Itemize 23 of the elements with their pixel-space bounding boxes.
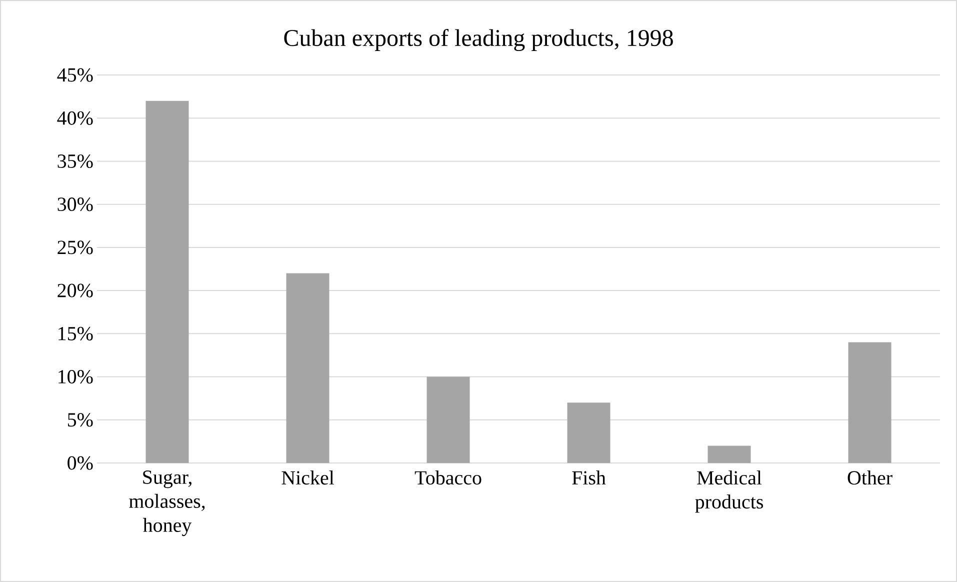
x-tick-label: Tobacco bbox=[414, 470, 482, 485]
chart-title: Cuban exports of leading products, 1998 bbox=[284, 28, 673, 52]
bar bbox=[567, 402, 610, 463]
bar bbox=[708, 446, 751, 463]
bar bbox=[146, 100, 189, 463]
x-tick-label: Medical products bbox=[695, 470, 763, 513]
bar bbox=[286, 273, 330, 463]
y-tick-label: 25% bbox=[58, 240, 93, 254]
x-tick-label: Sugar, molasses, honey bbox=[129, 470, 205, 536]
y-tick-label: 5% bbox=[68, 413, 93, 427]
x-tick-label: Fish bbox=[572, 470, 606, 485]
y-tick-label: 0% bbox=[68, 456, 93, 470]
x-tick-label: Other bbox=[848, 470, 892, 485]
y-tick-label: 20% bbox=[58, 284, 93, 298]
y-tick-label: 40% bbox=[57, 111, 93, 125]
x-tick-label: Nickel bbox=[282, 470, 334, 485]
bar bbox=[426, 376, 470, 463]
y-tick-label: 15% bbox=[58, 326, 93, 340]
y-tick-label: 30% bbox=[58, 198, 93, 212]
bar bbox=[848, 342, 892, 463]
y-tick-label: 45% bbox=[57, 68, 93, 82]
y-tick-label: 35% bbox=[58, 154, 93, 168]
y-tick-label: 10% bbox=[58, 370, 93, 384]
